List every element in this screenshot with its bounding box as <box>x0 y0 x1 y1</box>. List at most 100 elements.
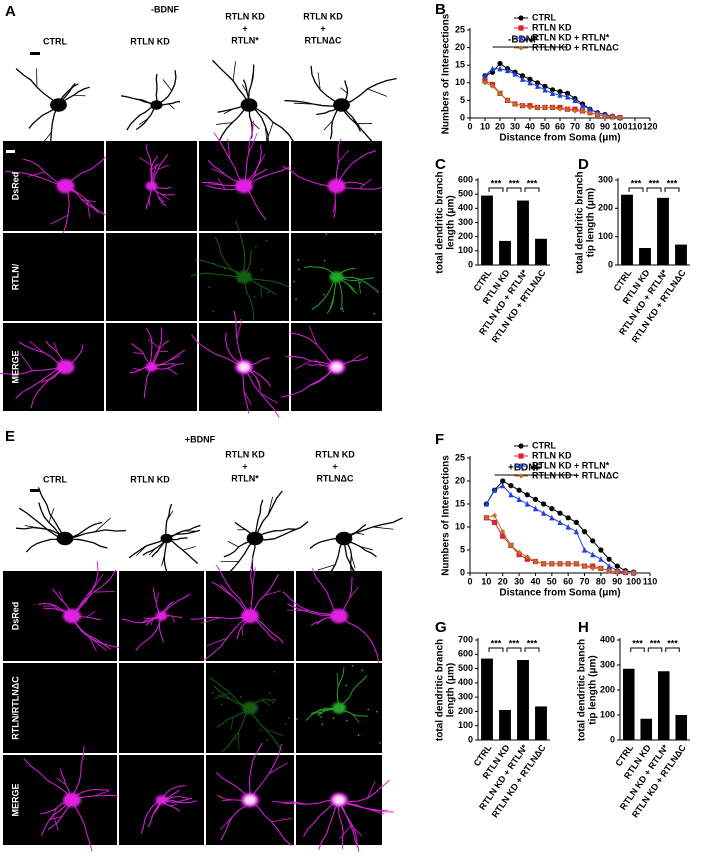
dendrite <box>19 352 33 371</box>
marker <box>508 483 514 489</box>
dendrite <box>271 818 292 823</box>
y-tick-label: 300 <box>458 217 473 227</box>
marker <box>497 60 503 67</box>
dendrite <box>351 354 362 362</box>
puncta <box>374 233 377 235</box>
puncta <box>345 719 348 722</box>
significance-bracket <box>665 647 680 652</box>
puncta <box>235 737 238 739</box>
dendrite <box>372 526 394 530</box>
y-tick-label: 20 <box>455 475 465 485</box>
dendrite <box>340 87 348 94</box>
y-tick-label: 100 <box>600 709 615 719</box>
column-header: RTLN KD <box>130 36 170 46</box>
marker <box>602 113 608 119</box>
marker <box>609 114 616 120</box>
dendrite <box>157 164 170 170</box>
marker <box>542 86 548 93</box>
puncta <box>332 717 335 720</box>
bar <box>675 715 688 740</box>
micrograph <box>3 571 117 661</box>
dendrite <box>58 591 64 602</box>
legend-marker <box>518 443 524 449</box>
y-tick-label: 0 <box>468 259 473 269</box>
marker <box>549 506 555 512</box>
chart-title: -BDNF <box>508 35 539 46</box>
dendrite <box>138 157 152 166</box>
soma <box>56 531 74 546</box>
neuron <box>209 670 290 753</box>
x-tick-label: 50 <box>547 576 557 586</box>
dendrite <box>223 108 234 115</box>
puncta <box>340 307 342 310</box>
neuron <box>282 138 383 218</box>
marker <box>614 563 620 569</box>
marker <box>549 104 556 111</box>
dendrite <box>30 366 66 409</box>
significance-bracket <box>506 187 522 192</box>
panel-letter: D <box>578 156 589 173</box>
marker <box>516 496 522 502</box>
puncta <box>240 696 242 698</box>
y-tick-label: 100 <box>458 245 473 255</box>
dendrite <box>24 525 42 529</box>
y-tick-label: 600 <box>458 174 473 184</box>
marker <box>557 89 563 95</box>
puncta <box>273 670 276 673</box>
micrograph <box>106 233 197 321</box>
dendrite <box>133 367 141 371</box>
x-tick-label: 30 <box>510 121 520 131</box>
colocalized-soma <box>244 795 256 805</box>
dendrite <box>311 568 340 617</box>
x-axis-label: Distance from Soma (μm) <box>499 588 620 599</box>
dendrite <box>248 742 263 801</box>
dendrite <box>155 592 160 603</box>
x-tick-label: 90 <box>600 121 610 131</box>
dendrite <box>138 118 149 125</box>
panel-letter: A <box>5 3 16 20</box>
significance-bracket <box>524 187 540 192</box>
marker <box>524 500 530 507</box>
neuron <box>129 327 186 399</box>
neuron <box>293 233 379 315</box>
panel-letter: H <box>578 619 589 636</box>
dendrite <box>336 672 339 688</box>
legend-label: CTRL <box>532 440 556 450</box>
dendrite <box>314 358 323 366</box>
soma <box>150 100 163 110</box>
dendrite <box>367 88 388 97</box>
puncta <box>367 708 370 711</box>
puncta <box>379 742 381 744</box>
y-tick-label: 200 <box>600 684 615 694</box>
row-label: MERGE <box>10 350 20 383</box>
micrograph <box>3 663 117 753</box>
y-tick-label: 25 <box>455 452 465 462</box>
dendrite <box>284 99 342 107</box>
micrograph <box>119 663 204 753</box>
marker <box>549 87 556 93</box>
neuron <box>5 151 116 244</box>
bar <box>622 668 635 740</box>
dendrite <box>90 638 108 652</box>
marker <box>549 90 556 96</box>
puncta <box>259 729 262 731</box>
x-tick-label: 60 <box>555 121 565 131</box>
marker <box>500 482 506 489</box>
colocalized-soma <box>238 362 250 372</box>
marker <box>483 500 489 507</box>
scale-bar <box>6 150 15 153</box>
marker <box>516 487 522 493</box>
dendrite <box>157 350 169 353</box>
marker <box>572 108 578 114</box>
legend-marker <box>518 462 524 469</box>
y-tick-label: 200 <box>598 203 613 213</box>
dendrite <box>261 699 271 706</box>
dendrite <box>161 555 165 567</box>
dendrite <box>157 195 165 203</box>
bar <box>639 248 651 265</box>
marker <box>532 496 539 502</box>
dendrite <box>329 295 335 309</box>
marker <box>508 491 514 498</box>
y-tick-label: 5 <box>460 95 465 105</box>
